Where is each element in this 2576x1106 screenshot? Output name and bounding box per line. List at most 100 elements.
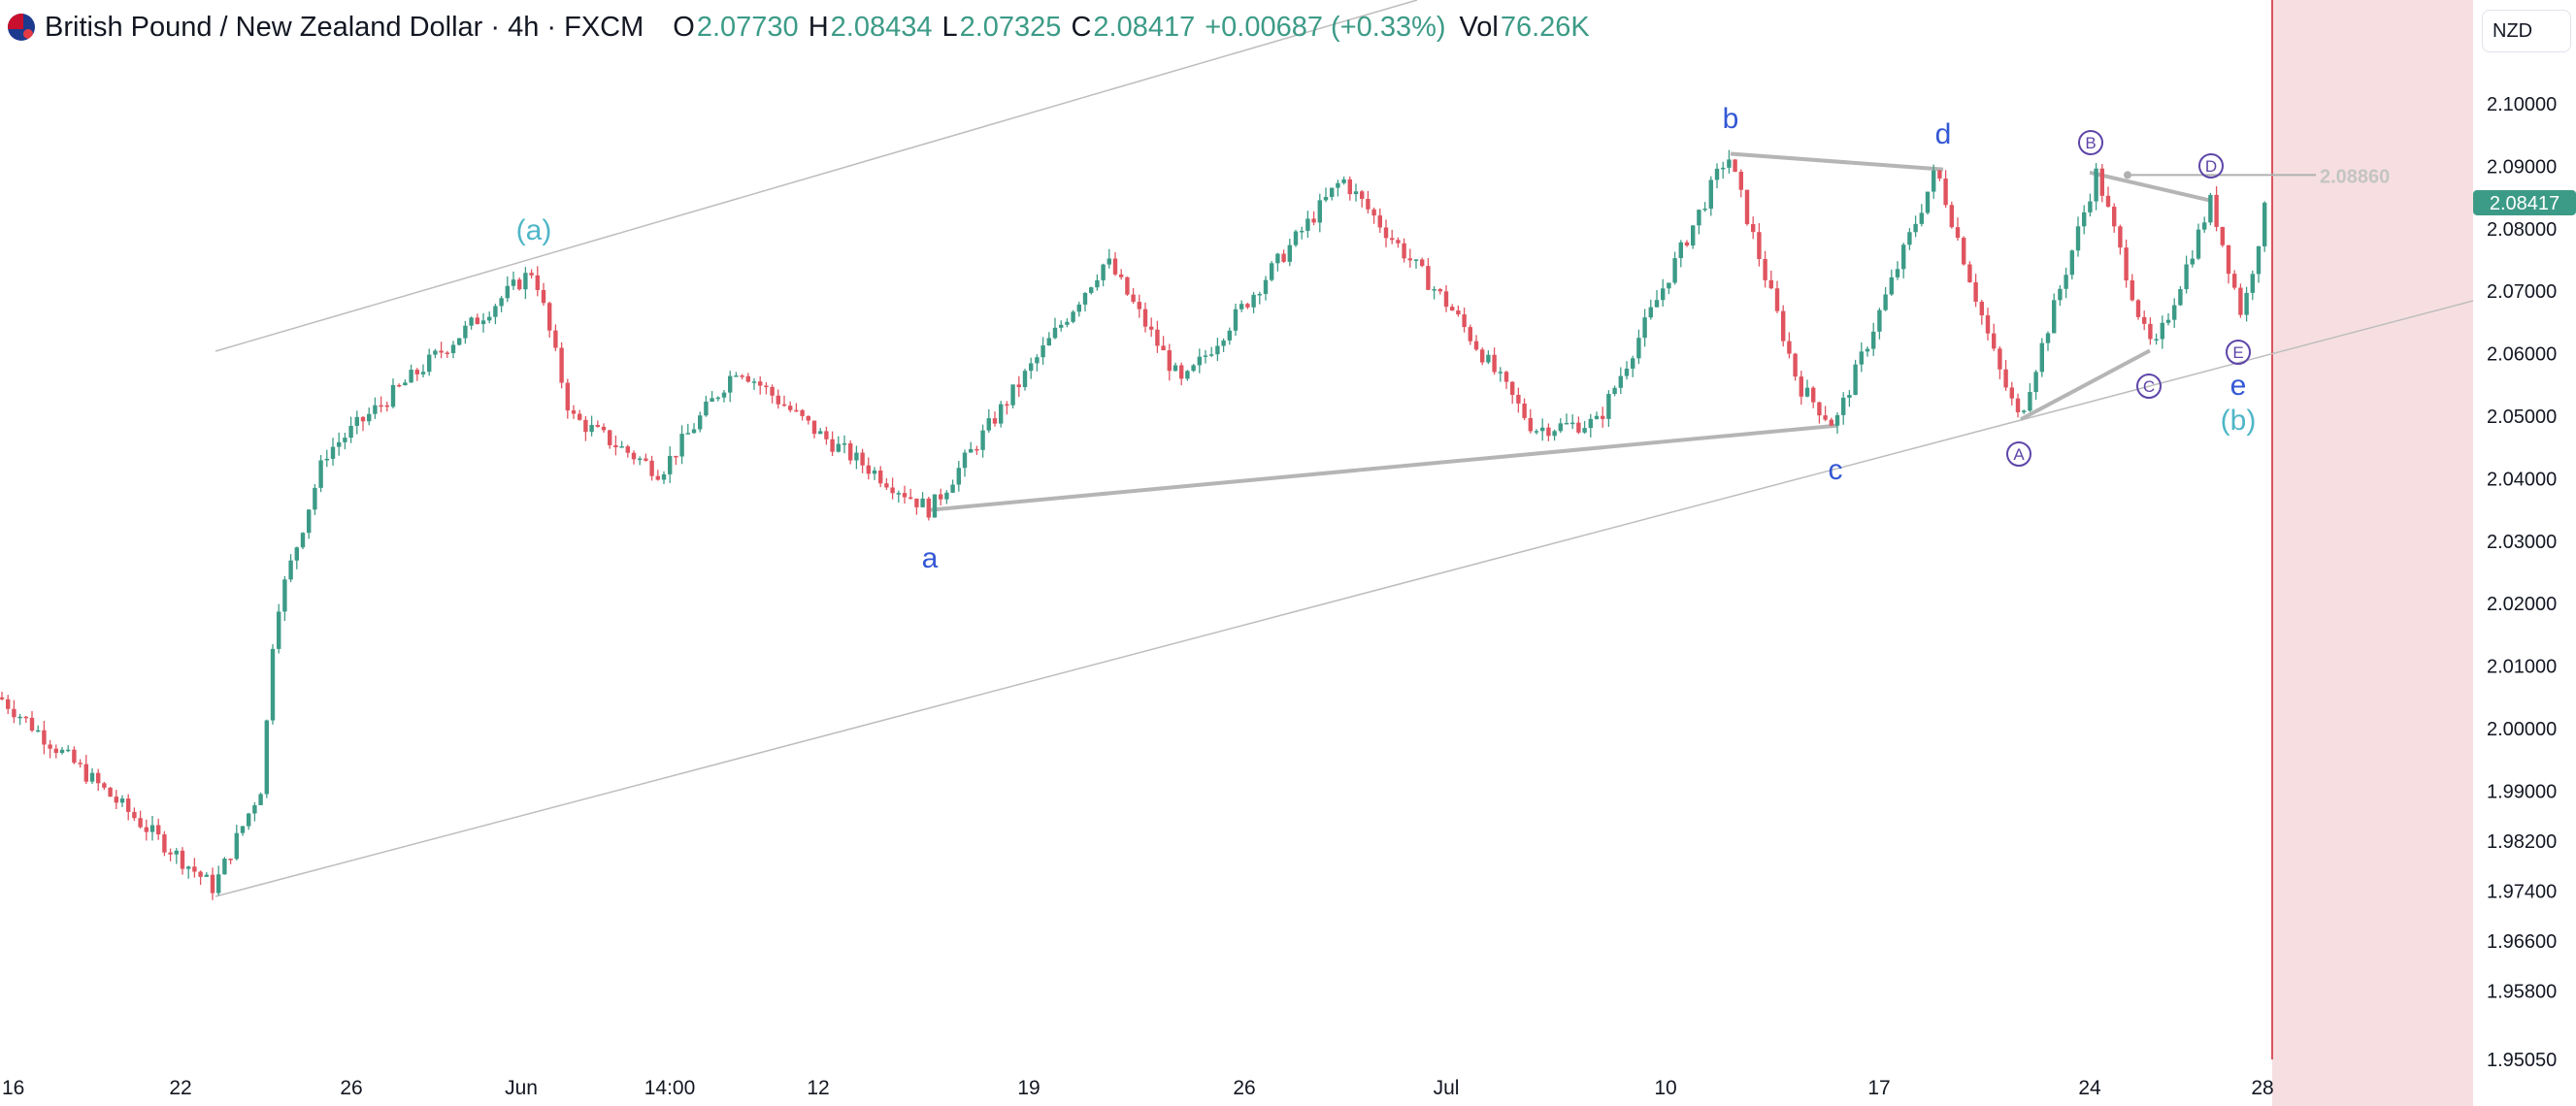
candle-body — [1865, 348, 1870, 352]
candle — [2075, 216, 2081, 257]
triangle-line-b-d[interactable] — [1730, 151, 1944, 172]
candle — [2045, 331, 2051, 351]
candle-body — [288, 560, 293, 580]
currency-pair-flag-icon — [8, 14, 35, 41]
candle-body — [1811, 387, 1816, 403]
candle — [1360, 189, 1365, 208]
candle — [1443, 284, 1449, 312]
candle — [337, 432, 342, 456]
candle — [944, 490, 949, 504]
wave-label-b-paren[interactable]: (b) — [2221, 405, 2257, 437]
candle-body — [1793, 353, 1798, 377]
candle — [324, 449, 329, 468]
wave-label-circle-C[interactable]: C — [2143, 377, 2155, 396]
candle-body — [914, 498, 919, 507]
candle-body — [896, 493, 901, 495]
candle — [144, 819, 149, 841]
candle-body — [674, 455, 678, 458]
candle — [1654, 290, 1660, 308]
candle-body — [1714, 168, 1720, 180]
candle-body — [2172, 305, 2177, 320]
candle — [890, 477, 895, 500]
wave-label-circle-A[interactable]: A — [2013, 445, 2025, 464]
candle-body — [794, 409, 799, 412]
candle — [1179, 362, 1184, 386]
candle — [2172, 298, 2177, 329]
candle — [480, 312, 486, 333]
y-tick-label: 2.04000 — [2487, 469, 2557, 490]
candle-body — [734, 375, 739, 377]
candle-body — [2184, 264, 2189, 290]
low-value: 2.07325 — [959, 11, 1062, 43]
candle — [1962, 236, 1966, 266]
candle — [2256, 245, 2262, 283]
triangle-line-B-D[interactable] — [2089, 170, 2212, 203]
candle — [824, 426, 829, 445]
candle-body — [986, 418, 991, 431]
candle — [29, 710, 35, 732]
candle-body — [1642, 317, 1647, 339]
candle — [2160, 315, 2164, 349]
wave-label-b[interactable]: b — [1723, 103, 1739, 135]
candle-body — [578, 413, 582, 420]
candle-body — [414, 370, 419, 374]
currency-button[interactable]: NZD — [2482, 10, 2571, 52]
candle — [1486, 350, 1491, 365]
candle-body — [1781, 310, 1786, 342]
candle-body — [939, 494, 943, 500]
wave-label-d[interactable]: d — [1935, 118, 1952, 150]
wave-label-c[interactable]: c — [1829, 454, 1843, 486]
candle-body — [487, 316, 492, 321]
wave-label-circle-D[interactable]: D — [2205, 157, 2217, 176]
symbol-title[interactable]: British Pound / New Zealand Dollar · 4h … — [45, 11, 644, 43]
candle-body — [1462, 314, 1467, 328]
candle — [2142, 310, 2147, 331]
candle-body — [1817, 402, 1822, 416]
candle-body — [1407, 258, 1412, 261]
candle-body — [1413, 259, 1419, 261]
candle-body — [1029, 363, 1034, 372]
wave-label-circle-B[interactable]: B — [2085, 134, 2096, 152]
triangle-line-A-C[interactable] — [2020, 348, 2151, 421]
x-tick-label: 26 — [340, 1077, 362, 1099]
candle-body — [1721, 167, 1726, 170]
candle-body — [1330, 187, 1335, 197]
wave-label-circle-E[interactable]: E — [2232, 343, 2243, 362]
wave-label-a-paren[interactable]: (a) — [516, 214, 552, 246]
candle-body — [1323, 196, 1329, 201]
candle-body — [523, 273, 528, 290]
channel-lower-line[interactable] — [215, 300, 2474, 897]
candle — [2112, 203, 2117, 233]
horizontal-line-handle[interactable] — [2124, 171, 2131, 179]
candle-body — [1733, 159, 1737, 173]
candle — [1413, 259, 1419, 269]
candle — [1738, 169, 1743, 198]
candle — [1865, 346, 1870, 357]
candle — [475, 313, 479, 325]
candle-body — [1106, 258, 1111, 265]
candle — [1059, 320, 1064, 332]
x-tick-label: 22 — [169, 1077, 191, 1099]
candle-body — [420, 372, 426, 374]
candle-body — [2033, 372, 2038, 393]
candle-body — [745, 375, 750, 382]
candle — [1305, 211, 1310, 239]
last-price-label: 2.08417 — [2490, 193, 2559, 214]
candle-body — [1962, 238, 1966, 265]
candle-body — [2082, 211, 2087, 227]
candle — [631, 450, 637, 465]
candle — [1973, 274, 1978, 308]
wave-label-a[interactable]: a — [922, 542, 939, 574]
candle-body — [999, 404, 1004, 424]
candle — [2064, 267, 2068, 299]
candle-body — [589, 425, 594, 433]
wave-label-e[interactable]: e — [2230, 370, 2247, 402]
triangle-line-a-c[interactable] — [929, 423, 1838, 512]
candle-body — [1661, 288, 1666, 301]
candle — [818, 428, 823, 435]
candle — [1721, 161, 1726, 179]
channel-upper-line[interactable] — [215, 0, 1418, 352]
candle-body — [156, 825, 161, 835]
candle-body — [1112, 258, 1118, 275]
